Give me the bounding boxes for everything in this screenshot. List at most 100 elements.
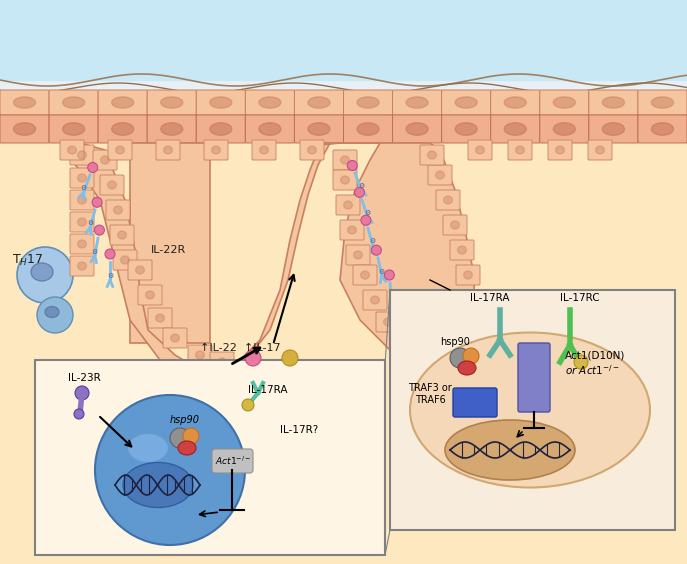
FancyBboxPatch shape bbox=[98, 90, 147, 115]
Text: IL-17RC: IL-17RC bbox=[560, 293, 600, 303]
Ellipse shape bbox=[553, 123, 576, 135]
FancyBboxPatch shape bbox=[468, 140, 492, 160]
FancyBboxPatch shape bbox=[210, 352, 234, 372]
Ellipse shape bbox=[445, 420, 575, 480]
Ellipse shape bbox=[31, 263, 53, 281]
Ellipse shape bbox=[135, 266, 144, 274]
Ellipse shape bbox=[516, 146, 524, 154]
Ellipse shape bbox=[444, 356, 453, 364]
Ellipse shape bbox=[308, 146, 317, 154]
Ellipse shape bbox=[212, 146, 221, 154]
Circle shape bbox=[92, 197, 102, 208]
Text: ⚙: ⚙ bbox=[80, 185, 87, 191]
FancyBboxPatch shape bbox=[70, 190, 94, 210]
FancyBboxPatch shape bbox=[589, 90, 638, 115]
FancyBboxPatch shape bbox=[93, 150, 117, 170]
Text: ⚙: ⚙ bbox=[370, 239, 376, 244]
Bar bbox=[0, 0, 687, 80]
Ellipse shape bbox=[14, 123, 36, 135]
Ellipse shape bbox=[468, 296, 476, 304]
Ellipse shape bbox=[170, 334, 179, 342]
Ellipse shape bbox=[341, 176, 350, 184]
Text: ⚙: ⚙ bbox=[87, 221, 93, 226]
Text: ⚙: ⚙ bbox=[402, 314, 408, 320]
FancyBboxPatch shape bbox=[450, 240, 474, 260]
FancyBboxPatch shape bbox=[443, 215, 467, 235]
Ellipse shape bbox=[63, 97, 85, 108]
FancyBboxPatch shape bbox=[460, 315, 484, 335]
Ellipse shape bbox=[308, 123, 330, 135]
Ellipse shape bbox=[420, 351, 429, 359]
Ellipse shape bbox=[361, 271, 370, 279]
FancyBboxPatch shape bbox=[147, 90, 196, 115]
Ellipse shape bbox=[475, 146, 484, 154]
Ellipse shape bbox=[146, 291, 155, 299]
FancyBboxPatch shape bbox=[442, 115, 491, 143]
FancyBboxPatch shape bbox=[188, 345, 212, 365]
Ellipse shape bbox=[196, 351, 205, 359]
FancyBboxPatch shape bbox=[196, 90, 245, 115]
Ellipse shape bbox=[451, 221, 460, 229]
Text: ⚙: ⚙ bbox=[364, 210, 371, 216]
Ellipse shape bbox=[464, 271, 473, 279]
Ellipse shape bbox=[210, 123, 232, 135]
Ellipse shape bbox=[370, 296, 379, 304]
Ellipse shape bbox=[602, 97, 624, 108]
Circle shape bbox=[384, 270, 394, 280]
Ellipse shape bbox=[128, 434, 168, 462]
Text: ⚙: ⚙ bbox=[431, 346, 438, 352]
Ellipse shape bbox=[14, 97, 36, 108]
Bar bbox=[0, 90, 687, 115]
Bar bbox=[0, 115, 687, 143]
FancyBboxPatch shape bbox=[436, 190, 460, 210]
Circle shape bbox=[450, 348, 470, 368]
Ellipse shape bbox=[178, 441, 196, 455]
FancyBboxPatch shape bbox=[540, 115, 589, 143]
FancyBboxPatch shape bbox=[392, 90, 442, 115]
FancyBboxPatch shape bbox=[518, 343, 550, 412]
FancyBboxPatch shape bbox=[252, 140, 276, 160]
FancyBboxPatch shape bbox=[491, 115, 540, 143]
FancyBboxPatch shape bbox=[436, 350, 460, 370]
Text: IL-17R?: IL-17R? bbox=[280, 425, 318, 435]
FancyBboxPatch shape bbox=[390, 290, 675, 530]
Text: ↑IL-22  ↑IL-17: ↑IL-22 ↑IL-17 bbox=[200, 343, 280, 353]
FancyBboxPatch shape bbox=[70, 145, 94, 165]
Ellipse shape bbox=[78, 218, 87, 226]
FancyBboxPatch shape bbox=[346, 245, 370, 265]
Ellipse shape bbox=[357, 123, 379, 135]
Ellipse shape bbox=[259, 97, 281, 108]
Ellipse shape bbox=[113, 206, 122, 214]
FancyBboxPatch shape bbox=[508, 140, 532, 160]
FancyBboxPatch shape bbox=[353, 265, 377, 285]
Text: IL-22R: IL-22R bbox=[150, 245, 185, 255]
FancyBboxPatch shape bbox=[128, 260, 152, 280]
Ellipse shape bbox=[117, 231, 126, 239]
Ellipse shape bbox=[504, 123, 526, 135]
FancyBboxPatch shape bbox=[60, 140, 84, 160]
Ellipse shape bbox=[455, 97, 477, 108]
FancyBboxPatch shape bbox=[453, 388, 497, 417]
Ellipse shape bbox=[341, 156, 350, 164]
Circle shape bbox=[88, 162, 98, 173]
FancyBboxPatch shape bbox=[460, 290, 484, 310]
FancyBboxPatch shape bbox=[638, 115, 687, 143]
Ellipse shape bbox=[155, 314, 164, 322]
Circle shape bbox=[17, 247, 73, 303]
Ellipse shape bbox=[45, 306, 59, 318]
Text: ⚙: ⚙ bbox=[358, 183, 364, 189]
FancyBboxPatch shape bbox=[70, 256, 94, 276]
Ellipse shape bbox=[210, 97, 232, 108]
Circle shape bbox=[354, 187, 365, 197]
Ellipse shape bbox=[651, 97, 673, 108]
FancyBboxPatch shape bbox=[588, 140, 612, 160]
Circle shape bbox=[105, 249, 115, 259]
FancyBboxPatch shape bbox=[333, 150, 357, 170]
FancyBboxPatch shape bbox=[130, 143, 210, 343]
Text: hsp90: hsp90 bbox=[170, 415, 200, 425]
Text: hsp90: hsp90 bbox=[440, 337, 470, 347]
Text: ⚙: ⚙ bbox=[416, 331, 422, 337]
FancyBboxPatch shape bbox=[196, 115, 245, 143]
Ellipse shape bbox=[602, 123, 624, 135]
FancyBboxPatch shape bbox=[110, 225, 134, 245]
